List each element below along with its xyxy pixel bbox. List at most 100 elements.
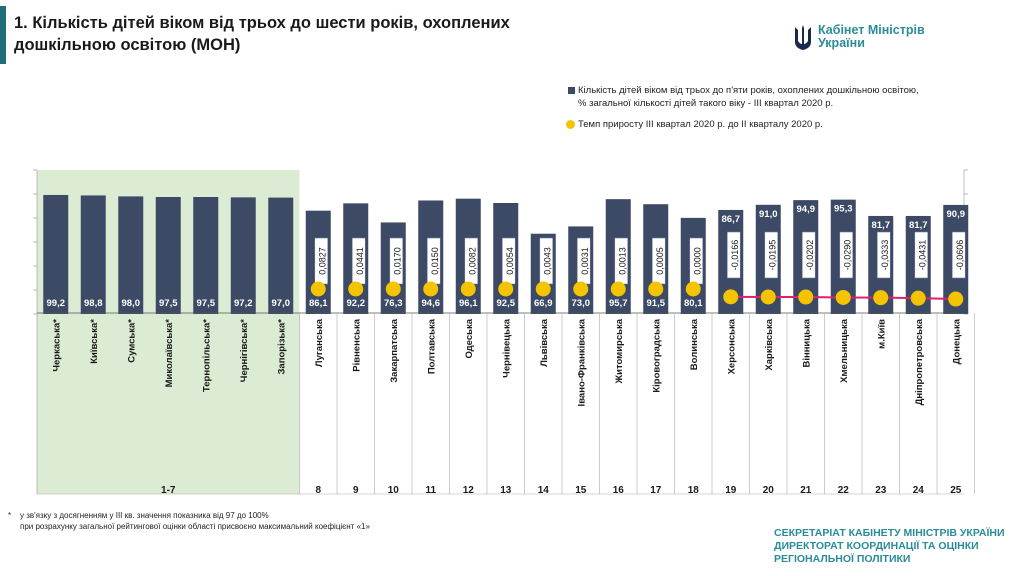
growth-dot (348, 281, 364, 297)
rank-label: 15 (575, 485, 587, 496)
rank-label: 1-7 (161, 485, 176, 496)
category-label: Житомирська (614, 318, 625, 384)
category-label: Київська* (89, 319, 100, 364)
bar-value-label: 81,7 (909, 220, 928, 231)
rank-label: 24 (913, 485, 925, 496)
category-label: Кіровоградська (651, 318, 662, 392)
title-accent-bar (0, 6, 6, 64)
category-label: Херсонська (726, 318, 737, 374)
bar-value-label: 86,1 (309, 298, 328, 309)
growth-dot (760, 289, 776, 305)
category-label: Волинська (689, 318, 700, 370)
category-label: Сумська* (126, 319, 137, 363)
bar-value-label: 66,9 (534, 298, 553, 309)
legend-bar-label-1: Кількість дітей віком від трьох до п'яти… (578, 85, 919, 96)
growth-value-label: 0,0054 (505, 247, 515, 275)
growth-value-label: -0,0431 (917, 240, 927, 271)
category-label: Львівська (539, 318, 550, 366)
secretariat-line-3: РЕГІОНАЛЬНОЇ ПОЛІТИКИ (774, 553, 911, 565)
trident-emblem-icon (795, 25, 811, 50)
category-label: м.Київ (876, 319, 887, 349)
rank-label: 10 (388, 485, 400, 496)
growth-value-label: 0,0170 (392, 247, 402, 275)
bar (80, 195, 106, 314)
growth-dot (723, 289, 739, 305)
rank-label: 11 (425, 485, 436, 496)
footnote: * у зв'язку з досягненням у ІІІ кв. знач… (8, 510, 488, 532)
bar-value-label: 80,1 (684, 298, 703, 309)
growth-dot (535, 281, 551, 297)
category-label: Одеська (464, 318, 475, 358)
category-label: Харківська (764, 318, 775, 370)
growth-label-box (764, 231, 779, 279)
bar (155, 197, 181, 314)
secretariat-signature: СЕКРЕТАРІАТ КАБІНЕТУ МІНІСТРІВ УКРАЇНИ Д… (774, 527, 1019, 566)
rank-label: 22 (838, 485, 850, 496)
footnote-line-2: при розрахунку загальної рейтингової оці… (20, 522, 370, 531)
growth-dot (873, 290, 889, 306)
category-label: Івано-Франківська (576, 318, 587, 406)
growth-dot (835, 289, 851, 305)
growth-dot (948, 291, 964, 307)
bar-value-label: 97,2 (234, 298, 253, 309)
growth-dot (310, 281, 326, 297)
growth-dot (423, 281, 439, 297)
rank-label: 14 (538, 485, 550, 496)
growth-value-label: -0,0195 (767, 240, 777, 271)
logo-text: Кабінет Міністрів України (818, 24, 925, 50)
logo-line-1: Кабінет Міністрів (818, 23, 925, 37)
bar-value-label: 99,2 (47, 298, 66, 309)
category-label: Луганська (314, 318, 325, 367)
rank-label: 9 (353, 485, 359, 496)
bar-value-label: 90,9 (947, 209, 966, 220)
logo-line-2: України (818, 36, 865, 50)
rank-label: 13 (500, 485, 512, 496)
growth-value-label: 0,0005 (655, 247, 665, 275)
growth-value-label: 0,0827 (317, 247, 327, 275)
rank-label: 12 (463, 485, 475, 496)
legend-dot-label: Темп приросту ІІІ квартал 2020 р. до ІІ … (578, 119, 823, 130)
bar (230, 197, 256, 314)
category-label: Черкаська* (51, 319, 62, 372)
growth-dot (685, 281, 701, 297)
growth-label-box (839, 231, 854, 279)
secretariat-line-1: СЕКРЕТАРІАТ КАБІНЕТУ МІНІСТРІВ УКРАЇНИ (774, 527, 1005, 539)
bar-value-label: 91,0 (759, 209, 778, 220)
rank-label: 25 (950, 485, 962, 496)
growth-value-label: 0,0031 (580, 247, 590, 275)
legend-item-bars: Кількість дітей віком від трьох до п'яти… (566, 84, 986, 110)
page-title: 1. Кількість дітей віком від трьох до ше… (14, 14, 510, 54)
bar-value-label: 92,5 (497, 298, 516, 309)
rank-label: 16 (613, 485, 625, 496)
bar (118, 196, 144, 314)
rank-label: 20 (763, 485, 775, 496)
bar-value-label: 81,7 (872, 220, 891, 231)
growth-value-label: 0,0013 (617, 247, 627, 275)
growth-value-label: 0,0000 (692, 247, 702, 275)
growth-dot (385, 281, 401, 297)
growth-value-label: 0,0082 (467, 247, 477, 275)
growth-label-box (876, 231, 891, 279)
category-label: Полтавська (426, 318, 437, 374)
growth-label-box (951, 231, 966, 279)
category-label: Запорізька* (276, 319, 287, 375)
category-label: Хмельницька (839, 318, 850, 383)
category-label: Дніпропетровська (914, 318, 925, 405)
bar-value-label: 97,5 (159, 298, 178, 309)
growth-value-label: 0,0150 (430, 247, 440, 275)
growth-dot (460, 281, 476, 297)
bar-value-label: 92,2 (347, 298, 366, 309)
growth-dot (573, 281, 589, 297)
bar-value-label: 97,0 (272, 298, 291, 309)
bar-value-label: 96,1 (459, 298, 478, 309)
growth-dot (498, 281, 514, 297)
rank-label: 18 (688, 485, 700, 496)
growth-label-box (914, 231, 929, 279)
growth-value-label: -0,0333 (880, 240, 890, 271)
bar-value-label: 91,5 (647, 298, 666, 309)
growth-label-box (801, 231, 816, 279)
bar (193, 197, 219, 314)
growth-value-label: -0,0290 (842, 240, 852, 271)
growth-value-label: -0,0202 (805, 240, 815, 271)
